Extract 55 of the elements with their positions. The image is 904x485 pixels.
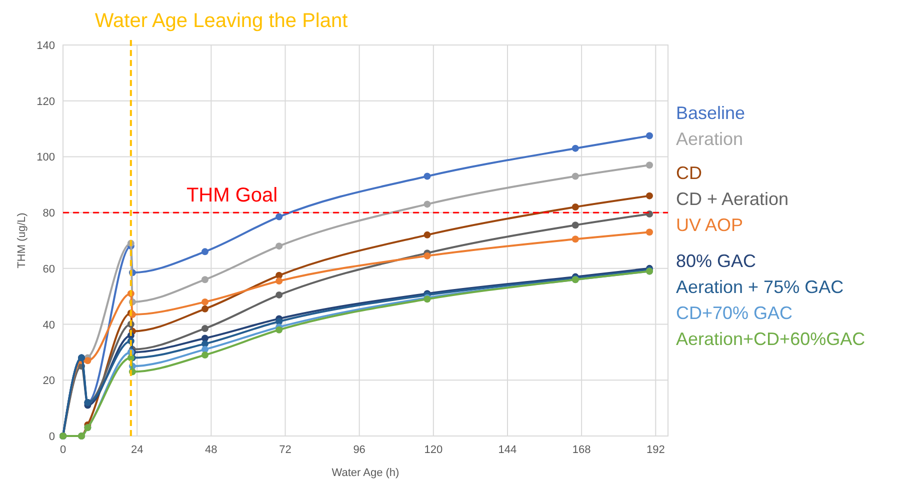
point (572, 144, 579, 152)
series-label: Aeration + 75% GAC (676, 277, 844, 297)
point (201, 352, 208, 359)
point (201, 324, 208, 332)
point (424, 200, 431, 208)
y-tick-label: 100 (36, 152, 55, 164)
point (201, 298, 208, 306)
point (646, 132, 653, 140)
text: CD+70% GAC (676, 303, 793, 323)
point (201, 248, 208, 256)
x-tick-label: 72 (279, 444, 292, 456)
y-axis-title: THM (ug/L) (16, 212, 28, 268)
y-tick-label: 120 (36, 96, 55, 108)
point (572, 172, 579, 180)
point (646, 192, 653, 200)
text: Aeration+CD+60%GAC (676, 329, 866, 349)
point (646, 228, 653, 236)
point (572, 236, 579, 243)
y-tick-label: 60 (42, 263, 55, 276)
x-axis-title: Water Age (h) (332, 467, 400, 479)
y-tick-label: 80 (42, 208, 55, 220)
x-tick-label: 192 (646, 444, 665, 456)
y-tick-label: 140 (36, 40, 55, 52)
y-tick-label: 0 (48, 431, 55, 443)
point (572, 203, 579, 210)
series-label: Baseline (676, 103, 746, 123)
x-tick-label: 168 (572, 444, 591, 456)
point (276, 213, 283, 220)
x-tick-label: 120 (424, 444, 443, 456)
series-label: 80% GAC (676, 251, 756, 271)
x-tick-label: 96 (353, 444, 366, 456)
series-label: Aeration (676, 129, 744, 149)
point (424, 252, 431, 260)
x-tick-label: 24 (130, 444, 144, 456)
x-tick-label: 144 (498, 444, 517, 456)
point (424, 231, 431, 238)
point (201, 305, 208, 312)
point (646, 162, 653, 169)
point (201, 276, 208, 284)
series-label: UV AOP (676, 215, 744, 235)
y-tick-label: 40 (42, 319, 55, 332)
point (572, 222, 579, 229)
x-tick-label: 48 (205, 444, 218, 456)
point (424, 172, 431, 180)
point (276, 326, 283, 334)
series-label: CD (676, 163, 702, 183)
point (276, 277, 283, 284)
point (84, 357, 92, 364)
x-tick-label: 0 (60, 444, 66, 456)
point (276, 242, 283, 250)
ref-line-label: Water Age Leaving the Plant (94, 10, 348, 32)
y-tick-label: 20 (42, 375, 55, 388)
ref-line-label: THM Goal (186, 184, 278, 207)
point (276, 291, 283, 298)
series-label: CD + Aeration (676, 189, 789, 209)
